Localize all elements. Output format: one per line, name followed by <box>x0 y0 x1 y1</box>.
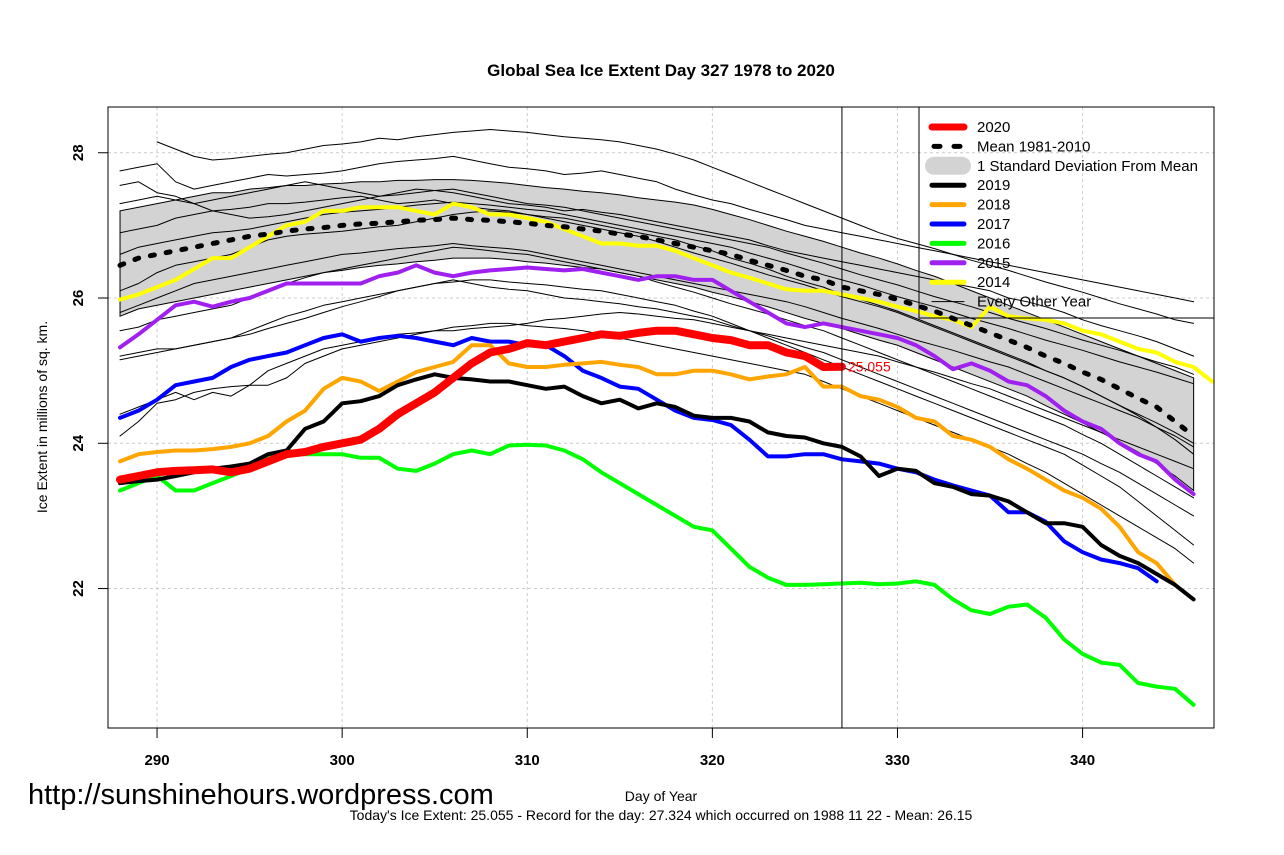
legend-label: 2018 <box>977 197 1010 214</box>
series-line-2015 <box>118 263 1196 497</box>
series-line-2019 <box>118 372 1196 602</box>
legend-label: Mean 1981-2010 <box>977 138 1090 155</box>
legend-label: 2015 <box>977 255 1010 272</box>
y-tick-label: 22 <box>70 580 87 597</box>
legend-item: Mean 1981-2010 <box>931 138 1090 155</box>
y-axis: 22 24 26 28 <box>70 144 108 597</box>
series-line-every-other-year-2 <box>119 155 1195 303</box>
series-line-every-other-year-13 <box>119 246 1195 499</box>
series-line-every-other-year-8 <box>119 195 1195 444</box>
legend-swatch-band <box>925 156 971 175</box>
series-line-every-other-year-4 <box>119 279 1195 517</box>
x-tick-label: 300 <box>330 752 355 769</box>
std-dev-band-area <box>119 179 1195 492</box>
legend-label: 2016 <box>977 235 1010 252</box>
chart-title: Global Sea Ice Extent Day 327 1978 to 20… <box>487 61 835 80</box>
legend-label: Every Other Year <box>977 294 1091 311</box>
footer-summary: Today's Ice Extent: 25.055 - Record for … <box>350 807 973 823</box>
legend-label: 2017 <box>977 216 1010 233</box>
y-axis-label: Ice Extent in millions of sq. km. <box>34 321 50 513</box>
series-line-every-other-year-6 <box>119 322 1195 564</box>
x-tick-label: 290 <box>145 752 170 769</box>
legend-item: 2014 <box>929 274 1010 291</box>
x-axis-label: Day of Year <box>625 788 698 804</box>
y-tick-label: 24 <box>70 434 87 451</box>
x-tick-label: 340 <box>1070 752 1095 769</box>
series-line-2014 <box>118 201 1215 384</box>
legend-item: 2015 <box>929 255 1010 272</box>
legend-item: 2020 <box>928 119 1010 136</box>
legend-item: Every Other Year <box>931 294 1091 311</box>
series-line-2020 <box>116 326 846 484</box>
legend-label: 2014 <box>977 274 1010 291</box>
current-value-label: 25.055 <box>848 359 891 375</box>
legend-item: 2016 <box>929 235 1010 252</box>
mean-line <box>117 215 1197 439</box>
series-line-2018 <box>118 343 1178 587</box>
x-tick-label: 310 <box>515 752 540 769</box>
x-tick-label: 320 <box>700 752 725 769</box>
series-line-every-other-year-1 <box>119 181 1195 357</box>
y-tick-label: 26 <box>70 290 87 307</box>
series-line-every-other-year-3 <box>156 129 1195 324</box>
series-line-every-other-year-5 <box>119 279 1195 546</box>
x-tick-label: 330 <box>885 752 910 769</box>
series-line-2016 <box>118 442 1196 707</box>
plot-frame <box>107 106 1215 729</box>
legend-item: 2017 <box>929 216 1010 233</box>
series-line-every-other-year-7 <box>119 312 1195 470</box>
series-line-every-other-year-10 <box>119 201 1195 385</box>
legend: 2020 Mean 1981-2010 1 Standard Deviation F… <box>918 106 1215 319</box>
y-tick-label: 28 <box>70 144 87 161</box>
series-line-every-other-year-12 <box>119 188 1195 375</box>
x-axis: 290 300 310 320 330 340 <box>145 728 1095 769</box>
mean-line-path <box>117 215 1197 439</box>
watermark-url: http://sunshinehours.wordpress.com <box>28 779 494 811</box>
legend-label: 1 Standard Deviation From Mean <box>977 158 1198 175</box>
legend-item: 2019 <box>929 177 1010 194</box>
legend-label: 2020 <box>977 119 1010 136</box>
legend-item: 2018 <box>929 197 1010 214</box>
std-dev-band <box>119 179 1195 492</box>
legend-item: 1 Standard Deviation From Mean <box>925 156 1198 175</box>
legend-label: 2019 <box>977 177 1010 194</box>
